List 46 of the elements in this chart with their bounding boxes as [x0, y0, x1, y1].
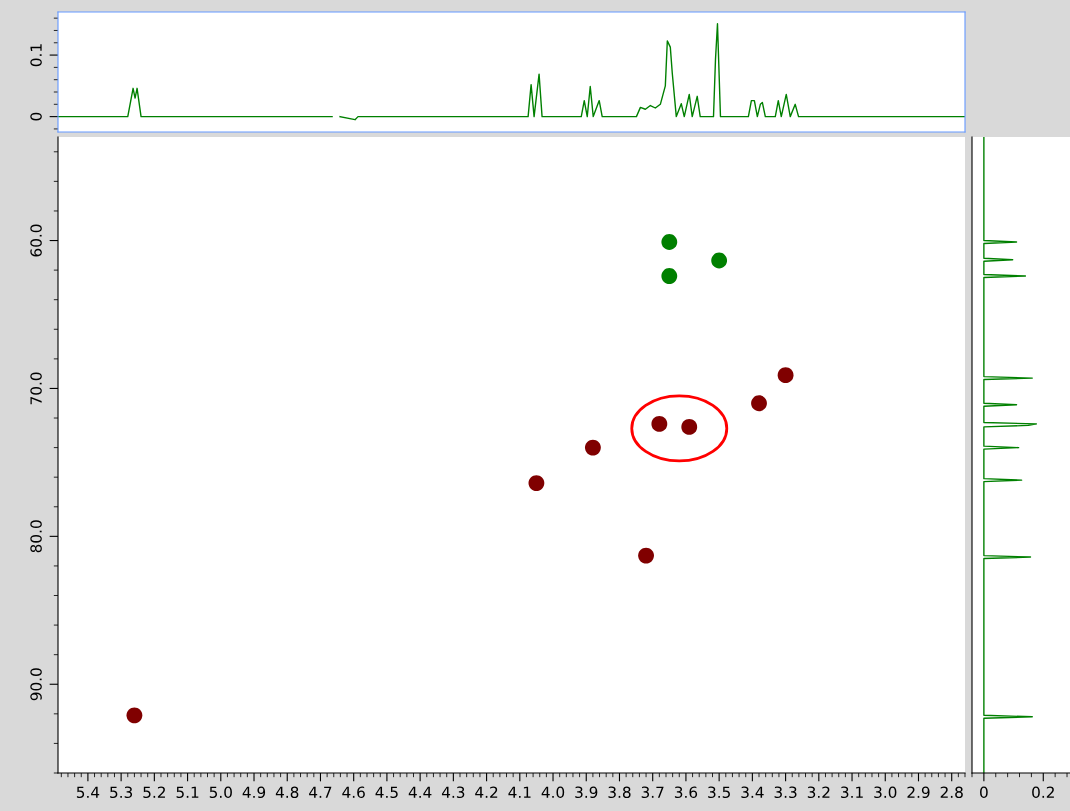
- point: [661, 234, 678, 250]
- y-tick-label: 0.1: [30, 44, 42, 67]
- x-tick-label: 3.3: [774, 786, 797, 799]
- x-tick-label: 4.0: [541, 786, 565, 799]
- point: [651, 416, 668, 432]
- point: [681, 418, 698, 435]
- x-tick-label: 4.5: [375, 786, 398, 799]
- y-tick-label: 90.0: [30, 668, 42, 701]
- point: [777, 367, 794, 384]
- y-tick-label: 60.0: [30, 224, 42, 257]
- x-tick-label: 4.6: [342, 786, 365, 799]
- x-tick-label: 3.2: [807, 786, 830, 799]
- x-tick-label: 5.4: [76, 786, 100, 799]
- x-tick-label: 3.7: [641, 786, 664, 799]
- point: [126, 707, 143, 724]
- x-tick-label: 4.9: [242, 786, 266, 799]
- y-tick-label: 80.0: [30, 520, 42, 553]
- x-tick-label: 5.1: [176, 786, 199, 799]
- point: [711, 252, 728, 269]
- x-tick-label: 2.9: [907, 786, 930, 799]
- point: [661, 268, 678, 284]
- x-tick-label: 3.5: [708, 786, 730, 799]
- point: [751, 395, 767, 412]
- x-tick-label: 4.7: [309, 786, 332, 798]
- x-tick-label: 4.8: [275, 786, 299, 799]
- point: [638, 547, 654, 564]
- x-tick-label: 5.2: [143, 786, 165, 799]
- point: [528, 475, 545, 492]
- x-tick-label: 3.9: [575, 786, 598, 799]
- x-tick-label: 5.0: [209, 786, 232, 799]
- x-tick-label: 4.1: [508, 786, 531, 798]
- x-tick-label: 4.2: [475, 786, 498, 798]
- y-tick-label: 0: [30, 112, 42, 121]
- x-tick-label: 3.6: [674, 786, 698, 799]
- y-tick-label: 70.0: [30, 372, 42, 405]
- point: [584, 439, 601, 456]
- x-tick-label: 3.8: [608, 786, 631, 799]
- x-tick-label: 4.4: [408, 786, 432, 798]
- x-tick-label: 0.2: [1032, 786, 1054, 799]
- x-tick-label: 2.8: [940, 786, 963, 799]
- x-tick-label: 0: [980, 786, 988, 799]
- x-tick-label: 3.1: [841, 786, 863, 799]
- x-tick-label: 3.4: [741, 786, 764, 799]
- x-tick-label: 5.3: [110, 786, 133, 799]
- x-tick-label: 4.3: [441, 786, 465, 799]
- x-tick-label: 3.0: [874, 786, 897, 799]
